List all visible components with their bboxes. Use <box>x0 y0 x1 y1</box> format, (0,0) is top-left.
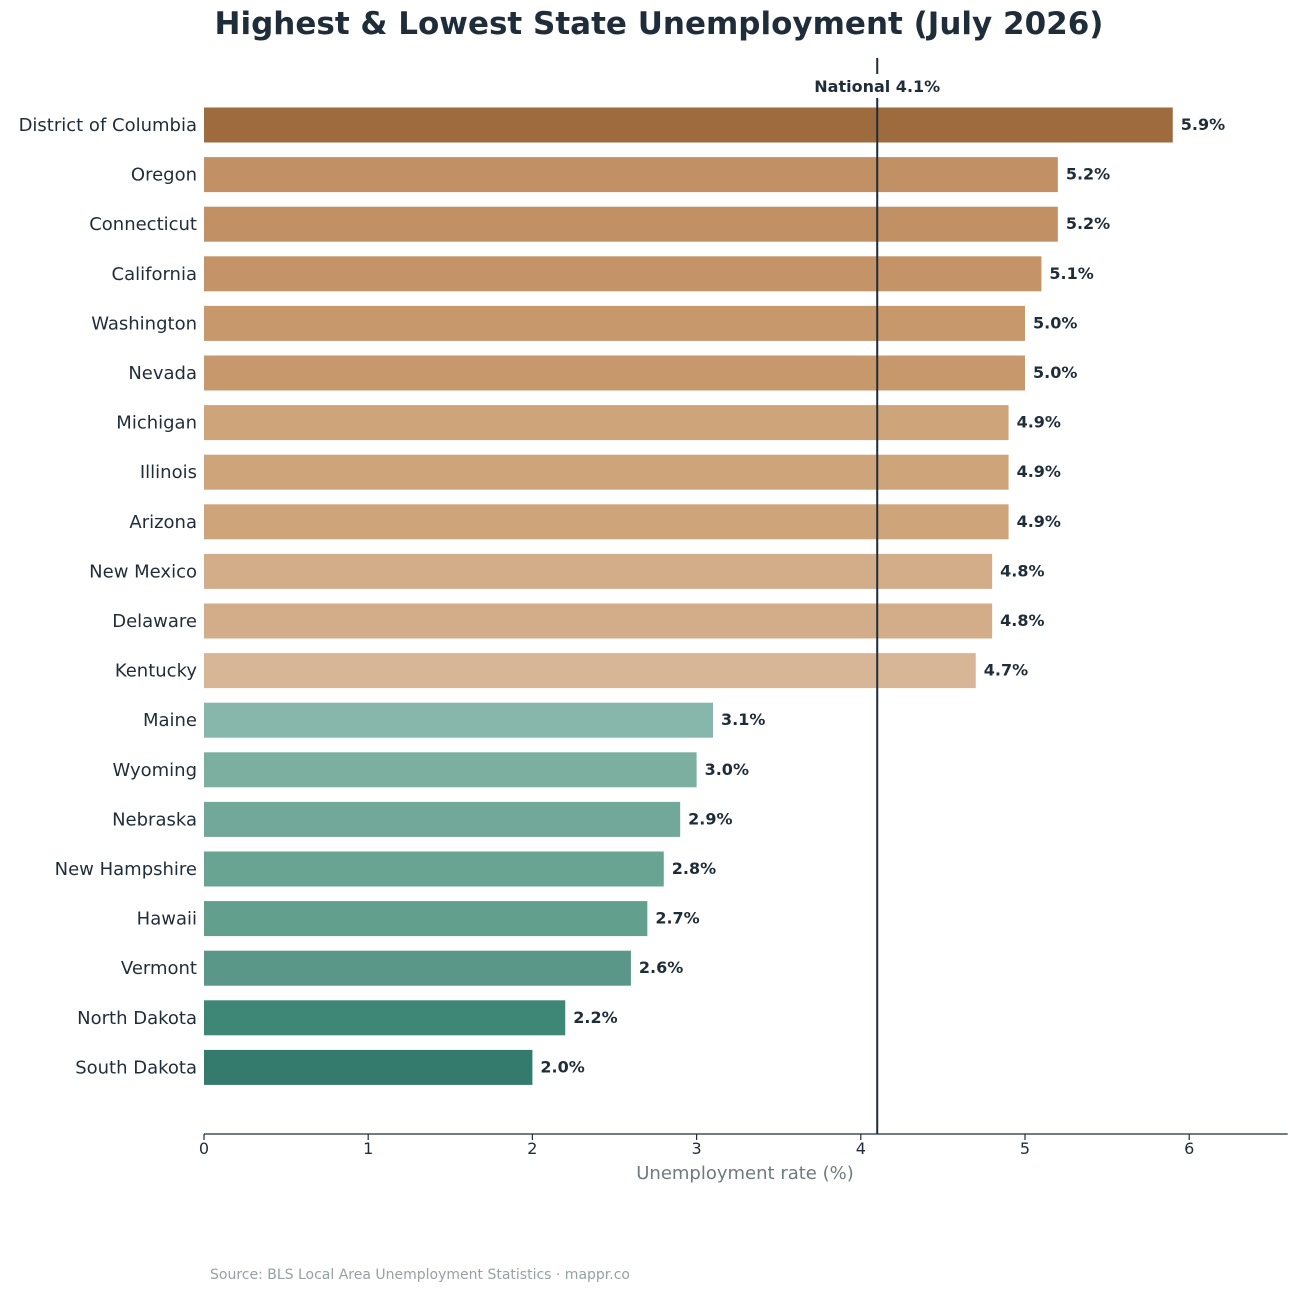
category-label: District of Columbia <box>19 115 197 136</box>
x-tick-label: 4 <box>856 1139 866 1158</box>
value-label: 4.9% <box>1017 413 1061 432</box>
bar <box>204 553 993 589</box>
bar <box>204 355 1025 391</box>
bar <box>204 901 648 937</box>
bar <box>204 950 631 986</box>
value-label: 4.8% <box>1000 561 1044 580</box>
value-label: 5.2% <box>1066 214 1110 233</box>
category-label: Nevada <box>128 363 197 384</box>
category-label: Connecticut <box>89 214 197 235</box>
bar <box>204 405 1009 441</box>
category-label: Wyoming <box>112 760 197 781</box>
value-label: 2.2% <box>573 1008 617 1027</box>
value-label: 4.8% <box>1000 611 1044 630</box>
value-label: 5.1% <box>1049 264 1093 283</box>
category-label: Washington <box>91 313 197 334</box>
category-label: Delaware <box>112 611 197 632</box>
bar <box>204 454 1009 490</box>
bar <box>204 702 714 738</box>
value-label: 4.7% <box>984 661 1028 680</box>
bar <box>204 653 976 689</box>
national-reference: National 4.1% <box>814 58 940 1134</box>
x-tick-label: 1 <box>363 1139 373 1158</box>
value-label: 2.7% <box>655 909 699 928</box>
category-label: Michigan <box>116 413 197 434</box>
value-label: 4.9% <box>1017 462 1061 481</box>
value-label: 3.1% <box>721 710 765 729</box>
x-tick-label: 0 <box>199 1139 209 1158</box>
chart-title: Highest & Lowest State Unemployment (Jul… <box>214 6 1104 42</box>
value-label: 5.0% <box>1033 363 1077 382</box>
bar <box>204 603 993 639</box>
bar <box>204 801 681 837</box>
value-label: 3.0% <box>705 760 749 779</box>
bar <box>204 504 1009 540</box>
value-label: 5.9% <box>1181 115 1225 134</box>
category-label: North Dakota <box>77 1008 197 1029</box>
bar <box>204 1049 533 1085</box>
x-axis: 0 1 2 3 4 5 6 <box>199 1133 1288 1158</box>
category-label: Illinois <box>140 462 197 483</box>
bar <box>204 851 664 887</box>
category-label: California <box>112 264 197 285</box>
bar <box>204 256 1042 292</box>
x-tick-label: 6 <box>1184 1139 1194 1158</box>
bar <box>204 305 1025 341</box>
x-tick-label: 5 <box>1020 1139 1030 1158</box>
category-label: Kentucky <box>115 661 198 682</box>
category-label: Hawaii <box>137 909 197 930</box>
bars-layer: District of Columbia 5.9% Oregon 5.2% Connec… <box>19 107 1225 1085</box>
bar <box>204 752 697 788</box>
x-axis-title: Unemployment rate (%) <box>636 1163 854 1184</box>
value-label: 2.6% <box>639 958 683 977</box>
category-label: Arizona <box>129 512 197 533</box>
category-label: Maine <box>143 710 197 731</box>
x-tick-label: 2 <box>527 1139 537 1158</box>
value-label: 2.9% <box>688 809 732 828</box>
category-label: New Hampshire <box>55 859 197 880</box>
reference-line-label: National 4.1% <box>814 77 940 96</box>
bar <box>204 1000 566 1036</box>
x-tick-label: 3 <box>692 1139 702 1158</box>
source-note: Source: BLS Local Area Unemployment Stat… <box>210 1267 630 1283</box>
category-label: Nebraska <box>112 809 197 830</box>
value-label: 2.8% <box>672 859 716 878</box>
category-label: Oregon <box>131 165 197 186</box>
category-label: New Mexico <box>89 561 197 582</box>
category-label: South Dakota <box>75 1057 197 1078</box>
value-label: 5.2% <box>1066 165 1110 184</box>
bar <box>204 206 1058 242</box>
value-label: 4.9% <box>1017 512 1061 531</box>
bar <box>204 157 1058 193</box>
category-label: Vermont <box>121 958 197 979</box>
value-label: 2.0% <box>540 1057 584 1076</box>
value-label: 5.0% <box>1033 313 1077 332</box>
bar <box>204 107 1173 143</box>
